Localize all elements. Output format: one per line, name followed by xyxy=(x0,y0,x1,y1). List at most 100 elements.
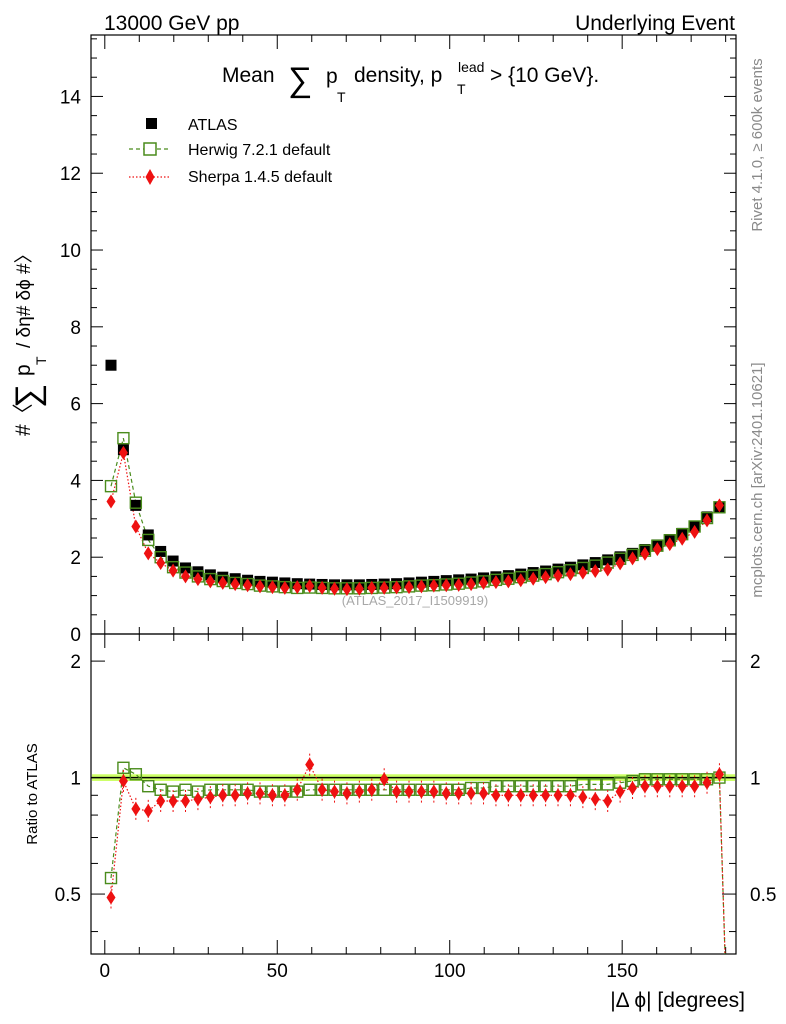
ylabel-sub-t: T xyxy=(33,356,49,365)
ratio-herwig-point xyxy=(117,761,130,774)
main-y-tick-label: 14 xyxy=(60,87,82,108)
ratio-herwig-point xyxy=(104,871,118,885)
sherpa-point xyxy=(131,519,141,534)
herwig-line xyxy=(110,438,720,589)
ylabel-tail: / δη# δϕ #〉 xyxy=(13,244,35,348)
ratio-herwig-point xyxy=(129,768,143,781)
sherpa-point xyxy=(330,581,340,596)
ratio-sherpa-point xyxy=(503,788,513,803)
sherpa-point xyxy=(690,524,700,539)
x-tick-label: 150 xyxy=(606,961,638,982)
ratio-sherpa-point xyxy=(156,793,166,808)
ratio-y-tick-label-right: 1 xyxy=(750,769,761,790)
sherpa-point xyxy=(615,556,625,571)
herwig-point xyxy=(142,533,155,547)
sherpa-point xyxy=(441,578,451,593)
ratio-sherpa-point xyxy=(528,788,538,803)
ratio-sherpa-point xyxy=(466,786,476,801)
ratio-sherpa-point xyxy=(677,779,687,794)
sherpa-point xyxy=(516,573,526,588)
ratio-sherpa-point xyxy=(193,792,203,807)
sherpa-point xyxy=(416,579,426,594)
legend-atlas-label: ATLAS xyxy=(188,117,238,134)
sherpa-point xyxy=(454,577,464,592)
plot-title: Mean ∑ p T density, p lead T > {10 GeV}. xyxy=(222,59,599,105)
main-y-tick-label: 0 xyxy=(70,625,81,646)
ratio-sherpa-point xyxy=(230,788,240,803)
ratio-sherpa-point xyxy=(342,786,352,801)
title-sub-t: T xyxy=(337,89,346,105)
ratio-sherpa-point xyxy=(628,780,638,795)
ratio-sherpa-point xyxy=(317,782,327,797)
sherpa-point xyxy=(255,579,265,594)
ratio-sherpa-point xyxy=(578,790,588,805)
ratio-sherpa-point xyxy=(553,788,563,803)
legend-herwig-label: Herwig 7.2.1 default xyxy=(188,142,331,159)
ratio-y-tick-label-left: 0.5 xyxy=(55,885,81,906)
ratio-herwig-point xyxy=(576,778,590,791)
ratio-sherpa-point xyxy=(541,788,551,803)
ratio-sherpa-point xyxy=(330,784,340,799)
ratio-sherpa-point xyxy=(603,793,613,808)
ratio-sherpa-point xyxy=(255,786,265,801)
x-axis-label: |Δ ϕ| [degrees] xyxy=(610,989,745,1012)
sherpa-point xyxy=(702,513,712,528)
ratio-sherpa-point xyxy=(106,890,116,905)
atlas-point xyxy=(577,559,589,571)
ratio-sherpa-point xyxy=(640,779,650,794)
title-middle: density, p xyxy=(354,64,442,87)
sherpa-point xyxy=(367,580,377,595)
ratio-sherpa-point xyxy=(218,788,228,803)
sherpa-point xyxy=(503,574,513,589)
ratio-sherpa-point xyxy=(454,786,464,801)
ylabel-p: p xyxy=(12,364,35,376)
ratio-sherpa-point xyxy=(280,788,290,803)
ratio-sherpa-point xyxy=(267,788,277,803)
sherpa-point xyxy=(317,580,327,595)
atlas-point xyxy=(180,562,192,574)
sherpa-point xyxy=(292,580,302,595)
sherpa-point xyxy=(541,570,551,585)
ratio-herwig-point xyxy=(601,778,614,791)
main-y-tick-label: 12 xyxy=(60,164,81,185)
herwig-point xyxy=(104,479,118,493)
ratio-y-tick-label-left: 2 xyxy=(70,652,81,673)
ratio-sherpa-point xyxy=(565,788,575,803)
ratio-sherpa-point xyxy=(181,793,191,808)
ratio-sherpa-point xyxy=(143,803,153,818)
ratio-sherpa-point xyxy=(615,784,625,799)
ratio-sherpa-point xyxy=(590,792,600,807)
sherpa-point xyxy=(578,565,588,580)
ratio-sherpa-point xyxy=(416,784,426,799)
ratio-sherpa-point xyxy=(516,788,526,803)
sherpa-point xyxy=(143,546,153,561)
sherpa-point xyxy=(640,546,650,561)
ratio-sherpa-point xyxy=(714,767,724,782)
ratio-y-tick-label-left: 1 xyxy=(70,769,81,790)
sherpa-point xyxy=(553,568,563,583)
legend-atlas-marker xyxy=(146,118,157,129)
ratio-sherpa-point xyxy=(379,772,389,787)
ratio-herwig-point xyxy=(303,783,316,796)
ratio-y-tick-label-right: 2 xyxy=(750,652,761,673)
ratio-sherpa-point xyxy=(205,790,215,805)
legend: ATLAS Herwig 7.2.1 default Sherpa 1.4.5 … xyxy=(129,117,333,186)
sherpa-point xyxy=(479,575,489,590)
ratio-sherpa-point xyxy=(652,779,662,794)
title-sum-symbol: ∑ xyxy=(288,61,312,99)
ratio-sherpa-point xyxy=(665,779,675,794)
sherpa-point xyxy=(354,581,364,596)
title-prefix: Mean xyxy=(222,64,275,87)
atlas-point xyxy=(602,554,614,566)
ratio-sherpa-point xyxy=(367,782,377,797)
analysis-watermark: (ATLAS_2017_I1509919) xyxy=(342,593,488,608)
sherpa-point xyxy=(392,580,402,595)
sherpa-point xyxy=(603,562,613,577)
main-y-tick-label: 6 xyxy=(70,395,81,416)
ratio-sherpa-point xyxy=(354,784,364,799)
sherpa-point xyxy=(118,445,128,460)
rivet-version: Rivet 4.1.0, ≥ 600k events xyxy=(749,58,766,231)
ylabel-sum: ∑ xyxy=(9,384,47,408)
ratio-sherpa-point xyxy=(168,793,178,808)
